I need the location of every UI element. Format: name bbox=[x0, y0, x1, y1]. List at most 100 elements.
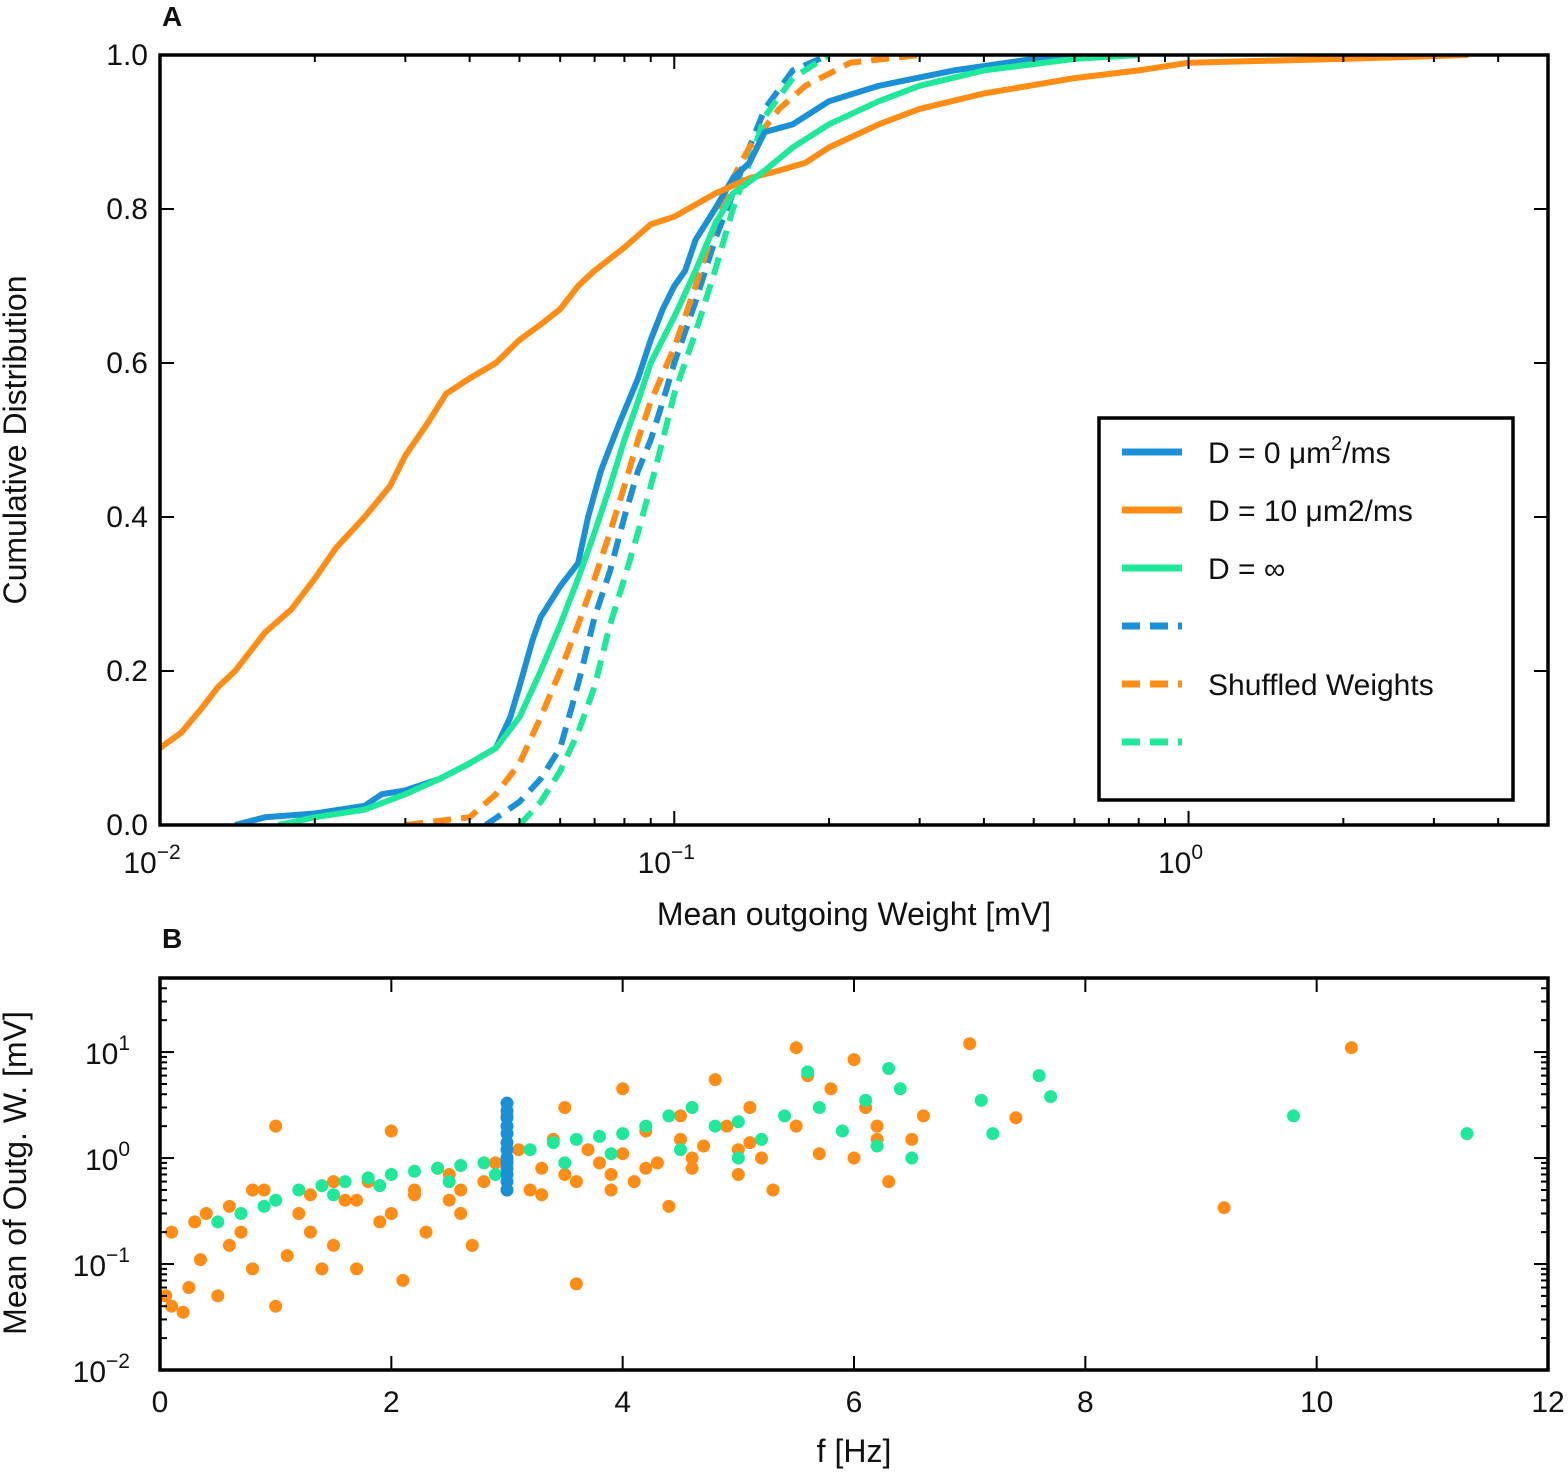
scatter-point-orange bbox=[558, 1101, 572, 1114]
scatter-point-orange bbox=[384, 1124, 398, 1138]
scatter-point-orange bbox=[755, 1151, 768, 1165]
scatter-point-green bbox=[292, 1183, 306, 1197]
scatter-point-orange bbox=[708, 1073, 722, 1087]
scatter-point-green bbox=[373, 1179, 387, 1193]
scatter-point-orange bbox=[280, 1249, 294, 1263]
panel-a-y-axis-label: Cumulative Distribution bbox=[0, 275, 33, 604]
panel-b-x-tick-label: 2 bbox=[383, 1386, 400, 1419]
panel-b-x-tick-label: 8 bbox=[1077, 1386, 1094, 1419]
panel-b-plot-area bbox=[160, 1037, 1474, 1319]
panel-a-x-tick-label: 10−1 bbox=[638, 841, 695, 880]
scatter-point-orange bbox=[616, 1147, 630, 1161]
scatter-point-orange bbox=[512, 1143, 526, 1157]
scatter-point-orange bbox=[234, 1225, 248, 1239]
scatter-point-orange bbox=[373, 1215, 387, 1229]
scatter-point-green bbox=[257, 1199, 271, 1213]
scatter-point-orange bbox=[188, 1215, 202, 1229]
legend: D = 0 μm2/ms D = 10 μm2/ms D = ∞ Shuffled W… bbox=[1097, 416, 1515, 802]
scatter-point-green bbox=[569, 1132, 583, 1146]
scatter-point-green bbox=[338, 1175, 352, 1189]
scatter-point-orange bbox=[847, 1151, 861, 1165]
scatter-point-orange bbox=[697, 1139, 711, 1153]
scatter-point-green bbox=[408, 1164, 421, 1178]
scatter-point-orange bbox=[604, 1183, 618, 1197]
panel-b-x-tick-label: 12 bbox=[1531, 1386, 1564, 1419]
scatter-point-green bbox=[859, 1093, 873, 1107]
panel-b: B 0 2 4 6 8 10 12 10−2 10−1 100 101 f [Hz] Mean of… bbox=[0, 923, 1565, 1469]
scatter-point-green bbox=[662, 1109, 676, 1123]
scatter-point-orange bbox=[674, 1109, 687, 1123]
scatter-point-orange bbox=[292, 1207, 306, 1220]
scatter-point-green bbox=[974, 1093, 988, 1107]
scatter-point-orange bbox=[350, 1193, 364, 1207]
scatter-point-green bbox=[431, 1161, 445, 1175]
scatter-point-green bbox=[893, 1082, 907, 1096]
scatter-point-orange bbox=[408, 1188, 421, 1202]
scatter-point-orange bbox=[477, 1175, 491, 1189]
scatter-point-orange bbox=[616, 1082, 630, 1096]
scatter-point-orange bbox=[743, 1101, 757, 1114]
panel-a-y-tick-label: 0.6 bbox=[106, 347, 148, 380]
scatter-point-orange bbox=[685, 1161, 699, 1175]
scatter-point-orange bbox=[674, 1132, 687, 1146]
scatter-point-green bbox=[442, 1175, 456, 1189]
scatter-point-orange bbox=[766, 1183, 780, 1197]
panel-a-x-axis-label: Mean outgoing Weight [mV] bbox=[657, 896, 1051, 932]
scatter-point-orange bbox=[604, 1168, 618, 1181]
scatter-point-orange bbox=[535, 1161, 549, 1175]
panel-a-y-tick-label: 0.4 bbox=[106, 501, 148, 534]
scatter-point-green bbox=[812, 1101, 826, 1114]
legend-label: Shuffled Weights bbox=[1208, 669, 1434, 702]
panel-b-x-tick-label: 10 bbox=[1300, 1386, 1333, 1419]
panel-b-x-axis-label: f [Hz] bbox=[817, 1433, 892, 1469]
scatter-point-orange bbox=[454, 1183, 468, 1197]
scatter-point-green bbox=[801, 1065, 815, 1079]
panel-a-ticks: 0.0 0.2 0.4 0.6 0.8 1.0 10−2 10−1 100 bbox=[106, 39, 1549, 880]
scatter-point-green bbox=[1287, 1109, 1300, 1123]
scatter-point-orange bbox=[338, 1193, 352, 1207]
cdf-line-green-solid bbox=[277, 55, 1139, 825]
scatter-point-green bbox=[870, 1139, 884, 1153]
scatter-point-orange bbox=[905, 1132, 919, 1146]
scatter-point-orange bbox=[222, 1199, 236, 1213]
panel-a-y-tick-label: 1.0 bbox=[106, 39, 148, 72]
scatter-point-orange bbox=[384, 1207, 398, 1220]
scatter-point-orange bbox=[327, 1238, 340, 1252]
scatter-point-orange bbox=[350, 1262, 364, 1276]
scatter-point-orange bbox=[731, 1168, 745, 1181]
scatter-point-orange bbox=[963, 1037, 977, 1051]
scatter-point-orange bbox=[269, 1299, 283, 1313]
panel-a-x-tick-label: 100 bbox=[1158, 841, 1203, 880]
scatter-point-green bbox=[523, 1143, 537, 1157]
scatter-point-green bbox=[674, 1143, 687, 1157]
scatter-point-green bbox=[604, 1147, 618, 1161]
scatter-point-orange bbox=[182, 1281, 196, 1294]
panel-a-y-tick-label: 0.8 bbox=[106, 193, 148, 226]
scatter-point-orange bbox=[870, 1119, 884, 1133]
scatter-point-green bbox=[327, 1188, 340, 1202]
scatter-point-green bbox=[905, 1151, 919, 1165]
scatter-point-orange bbox=[257, 1183, 271, 1197]
scatter-point-orange bbox=[523, 1183, 537, 1197]
scatter-point-orange bbox=[419, 1225, 433, 1239]
scatter-point-orange bbox=[303, 1188, 317, 1202]
scatter-point-green bbox=[477, 1156, 491, 1170]
panel-b-x-tick-label: 4 bbox=[614, 1386, 631, 1419]
legend-box bbox=[1097, 416, 1515, 802]
scatter-point-orange bbox=[916, 1109, 930, 1123]
scatter-point-orange bbox=[627, 1175, 641, 1189]
panel-a-y-tick-label: 0.2 bbox=[106, 655, 148, 688]
legend-label: D = ∞ bbox=[1208, 553, 1285, 586]
scatter-point-green bbox=[211, 1215, 225, 1229]
scatter-point-orange bbox=[558, 1168, 572, 1181]
scatter-point-orange bbox=[662, 1199, 676, 1213]
scatter-point-orange bbox=[396, 1273, 410, 1287]
scatter-point-green bbox=[685, 1101, 699, 1114]
scatter-point-orange bbox=[743, 1136, 757, 1150]
scatter-point-green bbox=[558, 1156, 572, 1170]
panel-a-frame bbox=[158, 53, 1550, 827]
scatter-point-green bbox=[708, 1119, 722, 1133]
scatter-point-green bbox=[361, 1171, 375, 1185]
scatter-point-green bbox=[234, 1207, 248, 1220]
scatter-point-orange bbox=[211, 1289, 225, 1303]
